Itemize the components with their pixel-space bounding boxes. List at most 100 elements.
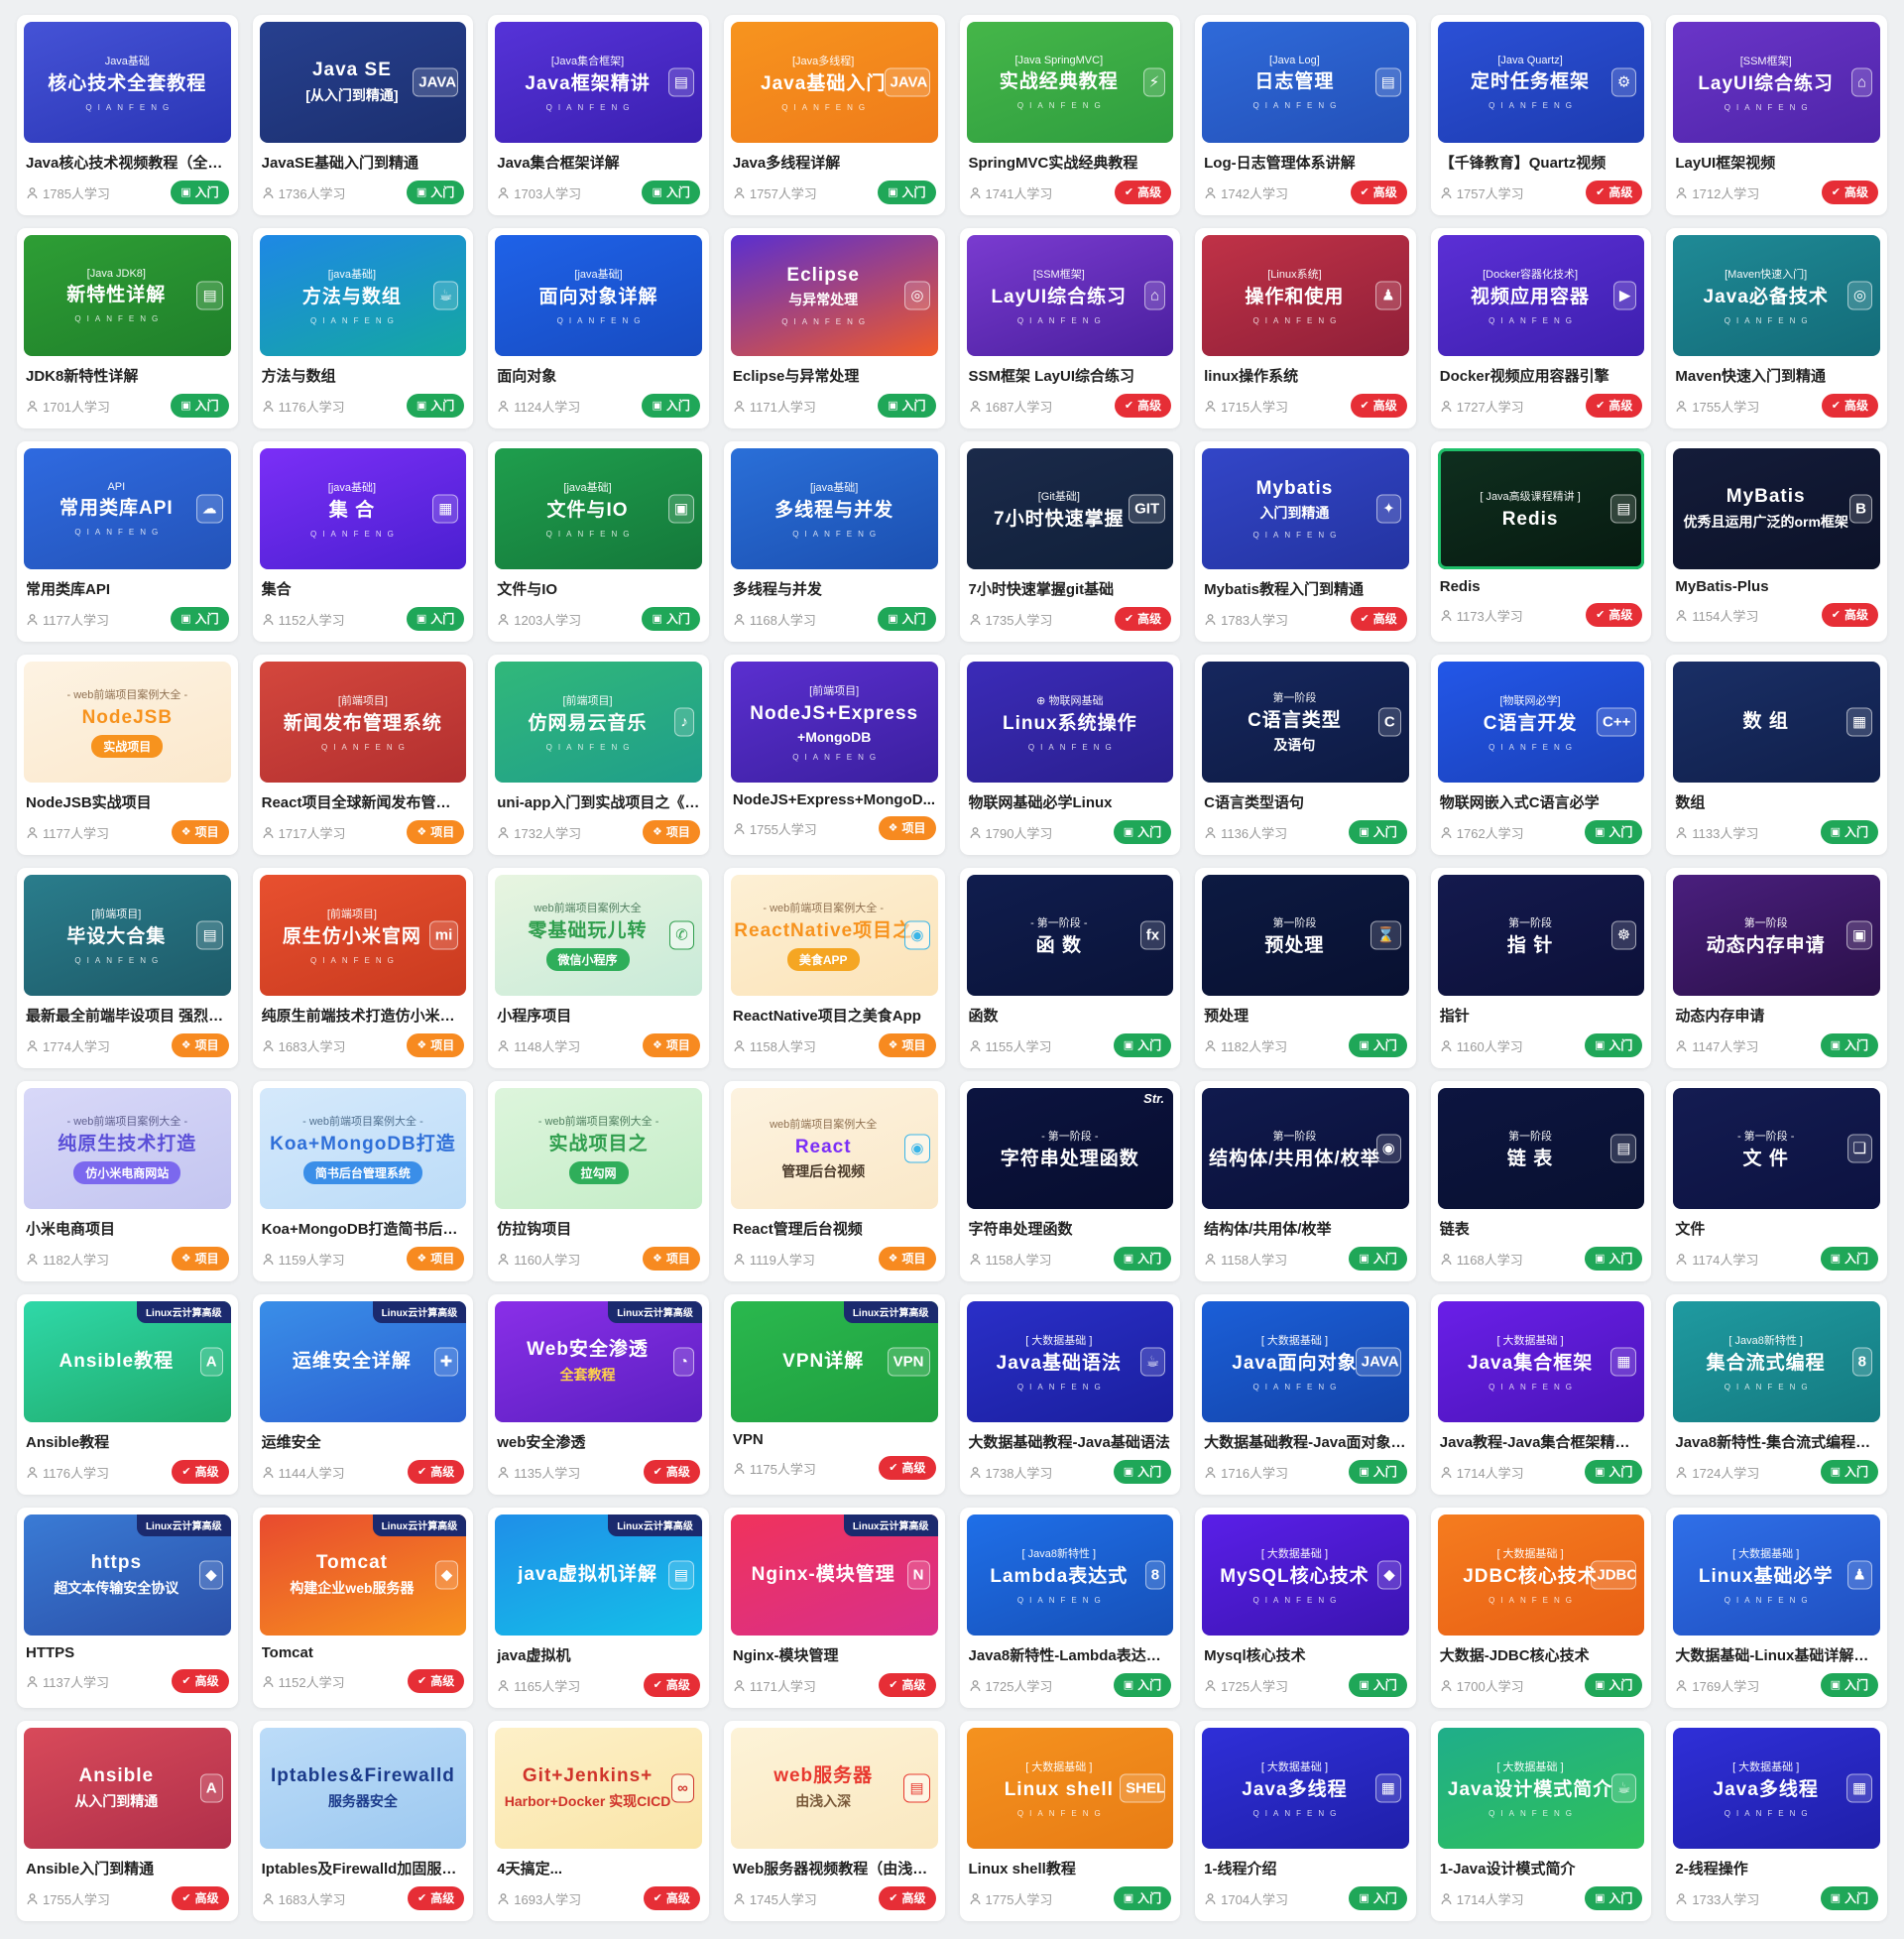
course-card[interactable]: - web前端项目案例大全 - ReactNative项目之 美食APP ◉ R…: [723, 868, 945, 1068]
course-card[interactable]: Git+Jenkins+ Harbor+Docker 实现CICD ∞ 4天搞定…: [488, 1721, 709, 1921]
course-card[interactable]: [ 大数据基础 ] Linux基础必学 QIANFENG ♟ 大数据基础-Lin…: [1666, 1508, 1887, 1708]
course-thumbnail[interactable]: [前端项目] 原生仿小米官网 QIANFENG mi: [259, 875, 467, 996]
course-card[interactable]: API 常用类库API QIANFENG ☁ 常用类库API 1177人学习 ▣…: [17, 441, 238, 642]
course-card[interactable]: [Java JDK8] 新特性详解 QIANFENG ▤ JDK8新特性详解 1…: [17, 228, 238, 428]
course-thumbnail[interactable]: [ 大数据基础 ] Java设计模式简介 QIANFENG ☕: [1437, 1728, 1645, 1849]
course-card[interactable]: Mybatis 入门到精通 QIANFENG ✦ Mybatis教程入门到精通 …: [1195, 441, 1416, 642]
course-thumbnail[interactable]: [ 大数据基础 ] Java集合框架 QIANFENG ▦: [1437, 1301, 1645, 1422]
course-thumbnail[interactable]: - web前端项目案例大全 - ReactNative项目之 美食APP ◉: [730, 875, 938, 996]
course-thumbnail[interactable]: [ Java8新特性 ] 集合流式编程 QIANFENG 8: [1673, 1301, 1880, 1422]
course-card[interactable]: Str. - 第一阶段 - 字符串处理函数 字符串处理函数 1158人学习 ▣ …: [959, 1081, 1181, 1281]
course-card[interactable]: [SSM框架] LayUI综合练习 QIANFENG ⌂ LayUI框架视频 1…: [1666, 15, 1887, 215]
course-card[interactable]: [ 大数据基础 ] Java设计模式简介 QIANFENG ☕ 1-Java设计…: [1430, 1721, 1652, 1921]
course-card[interactable]: Linux云计算高级 java虚拟机详解 ▤ java虚拟机 1165人学习 ✔…: [488, 1508, 709, 1708]
course-card[interactable]: - 第一阶段 - 文 件 ❏ 文件 1174人学习 ▣ 入门: [1666, 1081, 1887, 1281]
course-card[interactable]: [java基础] 集 合 QIANFENG ▦ 集合 1152人学习 ▣ 入门: [252, 441, 474, 642]
course-card[interactable]: [ 大数据基础 ] Java多线程 QIANFENG ▦ 2-线程操作 1733…: [1666, 1721, 1887, 1921]
course-thumbnail[interactable]: - 第一阶段 - 函 数 fx: [966, 875, 1174, 996]
course-thumbnail[interactable]: Str. - 第一阶段 - 字符串处理函数: [966, 1088, 1174, 1209]
course-thumbnail[interactable]: [前端项目] 仿网易云音乐 QIANFENG ♪: [495, 662, 702, 783]
course-thumbnail[interactable]: Linux云计算高级 运维安全详解 ✚: [259, 1301, 467, 1422]
course-card[interactable]: [ 大数据基础 ] Java多线程 QIANFENG ▦ 1-线程介绍 1704…: [1195, 1721, 1416, 1921]
course-thumbnail[interactable]: [ 大数据基础 ] Java多线程 QIANFENG ▦: [1202, 1728, 1409, 1849]
course-thumbnail[interactable]: [java基础] 多线程与并发 QIANFENG: [730, 448, 938, 569]
course-card[interactable]: web服务器 由浅入深 ▤ Web服务器视频教程（由浅入... 1745人学习 …: [723, 1721, 945, 1921]
course-card[interactable]: Linux云计算高级 Web安全渗透 全套教程 ◔ web安全渗透 1135人学…: [488, 1294, 709, 1495]
course-card[interactable]: Linux云计算高级 Tomcat 构建企业web服务器 ◆ Tomcat 11…: [252, 1508, 474, 1708]
course-thumbnail[interactable]: [ Java8新特性 ] Lambda表达式 QIANFENG 8: [966, 1515, 1174, 1636]
course-thumbnail[interactable]: Linux云计算高级 Nginx-模块管理 N: [730, 1515, 938, 1636]
course-card[interactable]: [ Java8新特性 ] Lambda表达式 QIANFENG 8 Java8新…: [959, 1508, 1181, 1708]
course-thumbnail[interactable]: [java基础] 面向对象详解 QIANFENG: [495, 235, 702, 356]
course-thumbnail[interactable]: 第一阶段 结构体/共用体/枚举 ◉: [1202, 1088, 1409, 1209]
course-card[interactable]: [Java SpringMVC] 实战经典教程 QIANFENG ⚡ Sprin…: [959, 15, 1181, 215]
course-thumbnail[interactable]: [Git基础] 7小时快速掌握 GIT: [966, 448, 1174, 569]
course-card[interactable]: [ 大数据基础 ] Java基础语法 QIANFENG ☕ 大数据基础教程-Ja…: [959, 1294, 1181, 1495]
course-thumbnail[interactable]: web服务器 由浅入深 ▤: [730, 1728, 938, 1849]
course-thumbnail[interactable]: Linux云计算高级 https 超文本传输安全协议 ◆: [24, 1515, 231, 1636]
course-card[interactable]: Linux云计算高级 Nginx-模块管理 N Nginx-模块管理 1171人…: [723, 1508, 945, 1708]
course-card[interactable]: [Java集合框架] Java框架精讲 QIANFENG ▤ Java集合框架详…: [488, 15, 709, 215]
course-card[interactable]: [SSM框架] LayUI综合练习 QIANFENG ⌂ SSM框架 LayUI…: [959, 228, 1181, 428]
course-card[interactable]: MyBatis 优秀且运用广泛的orm框架 B MyBatis-Plus 115…: [1666, 441, 1887, 642]
course-card[interactable]: Java基础 核心技术全套教程 QIANFENG Java核心技术视频教程（全套…: [17, 15, 238, 215]
course-thumbnail[interactable]: Iptables&Firewalld 服务器安全: [259, 1728, 467, 1849]
course-card[interactable]: [ 大数据基础 ] JDBC核心技术 QIANFENG JDBC 大数据-JDB…: [1430, 1508, 1652, 1708]
course-thumbnail[interactable]: [Java多线程] Java基础入门 QIANFENG JAVA: [730, 22, 938, 143]
course-thumbnail[interactable]: [物联网必学] C语言开发 QIANFENG C++: [1437, 662, 1645, 783]
course-thumbnail[interactable]: [SSM框架] LayUI综合练习 QIANFENG ⌂: [1673, 22, 1880, 143]
course-thumbnail[interactable]: [ 大数据基础 ] MySQL核心技术 QIANFENG ◆: [1202, 1515, 1409, 1636]
course-card[interactable]: web前端项目案例大全 零基础玩儿转 微信小程序 ✆ 小程序项目 1148人学习…: [488, 868, 709, 1068]
course-thumbnail[interactable]: Linux云计算高级 Tomcat 构建企业web服务器 ◆: [259, 1515, 467, 1636]
course-thumbnail[interactable]: [ Java高级课程精讲 ] Redis ▤: [1437, 448, 1645, 569]
course-thumbnail[interactable]: - web前端项目案例大全 - 实战项目之 拉勾网: [495, 1088, 702, 1209]
course-thumbnail[interactable]: 第一阶段 预处理 ⌛: [1202, 875, 1409, 996]
course-thumbnail[interactable]: Linux云计算高级 java虚拟机详解 ▤: [495, 1515, 702, 1636]
course-card[interactable]: Linux云计算高级 VPN详解 VPN VPN 1175人学习 ✔ 高级: [723, 1294, 945, 1495]
course-card[interactable]: [Java多线程] Java基础入门 QIANFENG JAVA Java多线程…: [723, 15, 945, 215]
course-card[interactable]: [Git基础] 7小时快速掌握 GIT 7小时快速掌握git基础 1735人学习…: [959, 441, 1181, 642]
course-thumbnail[interactable]: [Java Quartz] 定时任务框架 QIANFENG ⚙: [1437, 22, 1645, 143]
course-card[interactable]: 第一阶段 C语言类型 及语句 C C语言类型语句 1136人学习 ▣ 入门: [1195, 655, 1416, 855]
course-thumbnail[interactable]: [ 大数据基础 ] Java基础语法 QIANFENG ☕: [966, 1301, 1174, 1422]
course-thumbnail[interactable]: [ 大数据基础 ] Java面向对象 QIANFENG JAVA: [1202, 1301, 1409, 1422]
course-card[interactable]: Linux云计算高级 Ansible教程 A Ansible教程 1176人学习…: [17, 1294, 238, 1495]
course-thumbnail[interactable]: Git+Jenkins+ Harbor+Docker 实现CICD ∞: [495, 1728, 702, 1849]
course-thumbnail[interactable]: 数 组 ▦: [1673, 662, 1880, 783]
course-card[interactable]: Iptables&Firewalld 服务器安全 Iptables及Firewa…: [252, 1721, 474, 1921]
course-thumbnail[interactable]: Ansible 从入门到精通 A: [24, 1728, 231, 1849]
course-thumbnail[interactable]: [Java Log] 日志管理 QIANFENG ▤: [1202, 22, 1409, 143]
course-card[interactable]: [Linux系统] 操作和使用 QIANFENG ♟ linux操作系统 171…: [1195, 228, 1416, 428]
course-card[interactable]: [java基础] 方法与数组 QIANFENG ☕ 方法与数组 1176人学习 …: [252, 228, 474, 428]
course-card[interactable]: ⊕ 物联网基础 Linux系统操作 QIANFENG 物联网基础必学Linux …: [959, 655, 1181, 855]
course-thumbnail[interactable]: MyBatis 优秀且运用广泛的orm框架 B: [1673, 448, 1880, 569]
course-thumbnail[interactable]: [ 大数据基础 ] Linux基础必学 QIANFENG ♟: [1673, 1515, 1880, 1636]
course-thumbnail[interactable]: web前端项目案例大全 零基础玩儿转 微信小程序 ✆: [495, 875, 702, 996]
course-thumbnail[interactable]: Linux云计算高级 Web安全渗透 全套教程 ◔: [495, 1301, 702, 1422]
course-card[interactable]: [java基础] 文件与IO QIANFENG ▣ 文件与IO 1203人学习 …: [488, 441, 709, 642]
course-card[interactable]: [前端项目] 新闻发布管理系统 QIANFENG React项目全球新闻发布管理…: [252, 655, 474, 855]
course-thumbnail[interactable]: [java基础] 集 合 QIANFENG ▦: [259, 448, 467, 569]
course-card[interactable]: 第一阶段 动态内存申请 ▣ 动态内存申请 1147人学习 ▣ 入门: [1666, 868, 1887, 1068]
course-card[interactable]: [ 大数据基础 ] Java面向对象 QIANFENG JAVA 大数据基础教程…: [1195, 1294, 1416, 1495]
course-card[interactable]: 第一阶段 结构体/共用体/枚举 ◉ 结构体/共用体/枚举 1158人学习 ▣ 入…: [1195, 1081, 1416, 1281]
course-thumbnail[interactable]: [Java SpringMVC] 实战经典教程 QIANFENG ⚡: [966, 22, 1174, 143]
course-card[interactable]: - 第一阶段 - 函 数 fx 函数 1155人学习 ▣ 入门: [959, 868, 1181, 1068]
course-thumbnail[interactable]: 第一阶段 C语言类型 及语句 C: [1202, 662, 1409, 783]
course-card[interactable]: [java基础] 多线程与并发 QIANFENG 多线程与并发 1168人学习 …: [723, 441, 945, 642]
course-card[interactable]: [Java Log] 日志管理 QIANFENG ▤ Log-日志管理体系讲解 …: [1195, 15, 1416, 215]
course-thumbnail[interactable]: [前端项目] 新闻发布管理系统 QIANFENG: [259, 662, 467, 783]
course-card[interactable]: [物联网必学] C语言开发 QIANFENG C++ 物联网嵌入式C语言必学 1…: [1430, 655, 1652, 855]
course-thumbnail[interactable]: web前端项目案例大全 React 管理后台视频 ◉: [730, 1088, 938, 1209]
course-thumbnail[interactable]: - web前端项目案例大全 - 纯原生技术打造 仿小米电商网站: [24, 1088, 231, 1209]
course-thumbnail[interactable]: [前端项目] NodeJS+Express +MongoDB QIANFENG: [730, 662, 938, 783]
course-thumbnail[interactable]: [ 大数据基础 ] JDBC核心技术 QIANFENG JDBC: [1437, 1515, 1645, 1636]
course-card[interactable]: [前端项目] 仿网易云音乐 QIANFENG ♪ uni-app入门到实战项目之…: [488, 655, 709, 855]
course-thumbnail[interactable]: 第一阶段 链 表 ▤: [1437, 1088, 1645, 1209]
course-card[interactable]: 数 组 ▦ 数组 1133人学习 ▣ 入门: [1666, 655, 1887, 855]
course-card[interactable]: [Maven快速入门] Java必备技术 QIANFENG ◎ Maven快速入…: [1666, 228, 1887, 428]
course-card[interactable]: Linux云计算高级 https 超文本传输安全协议 ◆ HTTPS 1137人…: [17, 1508, 238, 1708]
course-thumbnail[interactable]: [SSM框架] LayUI综合练习 QIANFENG ⌂: [966, 235, 1174, 356]
course-card[interactable]: Eclipse 与异常处理 QIANFENG ◎ Eclipse与异常处理 11…: [723, 228, 945, 428]
